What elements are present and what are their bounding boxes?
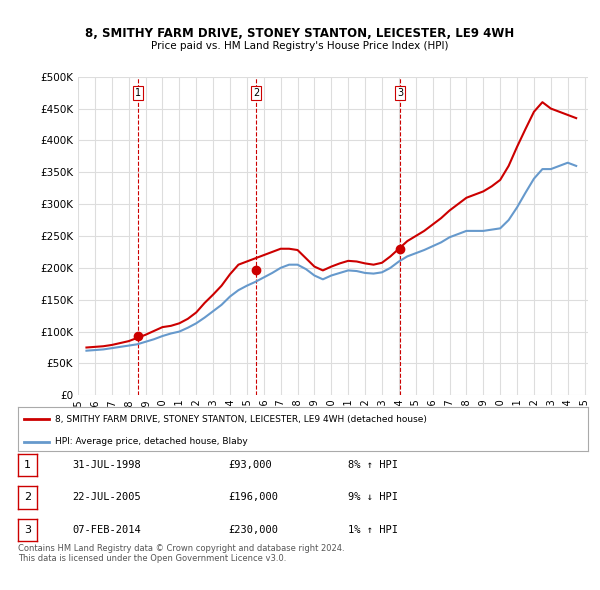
Text: 1: 1 [24,460,31,470]
Text: £230,000: £230,000 [228,525,278,535]
Text: 2: 2 [253,88,259,97]
Text: £93,000: £93,000 [228,460,272,470]
Text: 1: 1 [136,88,142,97]
Text: 31-JUL-1998: 31-JUL-1998 [72,460,141,470]
Text: 3: 3 [397,88,403,97]
Text: 2: 2 [24,493,31,502]
Text: 22-JUL-2005: 22-JUL-2005 [72,493,141,502]
Text: 9% ↓ HPI: 9% ↓ HPI [348,493,398,502]
Text: 07-FEB-2014: 07-FEB-2014 [72,525,141,535]
Text: HPI: Average price, detached house, Blaby: HPI: Average price, detached house, Blab… [55,437,248,446]
Text: 1% ↑ HPI: 1% ↑ HPI [348,525,398,535]
Text: Price paid vs. HM Land Registry's House Price Index (HPI): Price paid vs. HM Land Registry's House … [151,41,449,51]
Text: 3: 3 [24,525,31,535]
Text: Contains HM Land Registry data © Crown copyright and database right 2024.
This d: Contains HM Land Registry data © Crown c… [18,544,344,563]
Text: 8, SMITHY FARM DRIVE, STONEY STANTON, LEICESTER, LE9 4WH: 8, SMITHY FARM DRIVE, STONEY STANTON, LE… [85,27,515,40]
Text: £196,000: £196,000 [228,493,278,502]
Text: 8, SMITHY FARM DRIVE, STONEY STANTON, LEICESTER, LE9 4WH (detached house): 8, SMITHY FARM DRIVE, STONEY STANTON, LE… [55,415,427,424]
Text: 8% ↑ HPI: 8% ↑ HPI [348,460,398,470]
